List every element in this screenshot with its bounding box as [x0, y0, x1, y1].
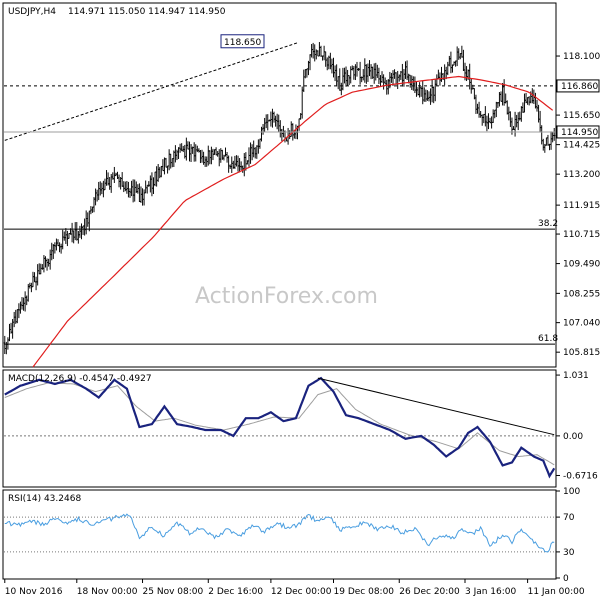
rsi-header: RSI(14) 43.2468 — [8, 494, 81, 504]
trendline — [4, 42, 298, 141]
rsi-tick-label: 30 — [563, 548, 575, 558]
price-tick-label: 108.255 — [563, 289, 600, 299]
price-tick-label: 114.425 — [563, 141, 600, 151]
rsi-tick-label: 100 — [563, 487, 580, 497]
price-trendline — [4, 42, 298, 141]
level-value-label: 116.860 — [561, 82, 598, 92]
candles — [3, 42, 556, 355]
price-tick-label: 113.200 — [563, 170, 600, 180]
time-tick-label: 11 Jan 00:00 — [528, 587, 585, 597]
level-label: 61.8 — [538, 334, 558, 344]
level-label: 38.2 — [538, 219, 558, 229]
time-tick-label: 12 Dec 00:00 — [271, 587, 332, 597]
price-tick-label: 115.650 — [563, 111, 600, 121]
time-tick-label: 2 Dec 16:00 — [208, 587, 263, 597]
macd-panel-frame — [2, 369, 557, 488]
rsi-tick-label: 70 — [563, 513, 575, 523]
rsi-line — [4, 513, 555, 553]
time-tick-label: 3 Jan 16:00 — [465, 587, 517, 597]
level-label-box — [556, 79, 600, 93]
high-label: 118.650 — [224, 38, 261, 48]
rsi-axis: 100 70 30 0 — [556, 487, 580, 584]
macd-tick-label: 1.031 — [563, 371, 589, 381]
high-label-box — [220, 34, 265, 49]
chart-header-symbol: USDJPY,H4 — [8, 7, 56, 17]
price-tick-label: 107.040 — [563, 319, 600, 329]
macd-lines — [4, 376, 556, 479]
watermark: ActionForex.com — [195, 284, 378, 309]
macd-trendline — [317, 377, 555, 436]
price-tick-label: 105.815 — [563, 348, 600, 358]
fib-levels: 38.2 61.8 — [4, 85, 558, 345]
price-tick-label: 109.490 — [563, 260, 600, 270]
macd-tick-label: -0.6716 — [563, 471, 598, 481]
chart-header-ohlc: 114.971 115.050 114.947 114.950 — [68, 7, 226, 17]
macd-header: MACD(12,26,9) -0.4547 -0.4927 — [8, 374, 152, 384]
price-highlight-labels: 118.650 116.860 114.950 — [4, 34, 600, 139]
macd-axis: 1.031 0.00 -0.6716 — [556, 371, 598, 481]
rsi-main-line — [4, 513, 555, 553]
price-panel-frame — [2, 2, 557, 368]
price-axis: 118.100116.865115.650114.425113.200111.9… — [556, 52, 600, 358]
time-tick-label: 10 Nov 2016 — [5, 587, 63, 597]
rsi-panel-frame — [2, 489, 557, 580]
macd-tick-label: 0.00 — [563, 432, 583, 442]
price-tick-label: 111.915 — [563, 201, 600, 211]
time-tick-label: 25 Nov 08:00 — [143, 587, 204, 597]
time-tick-label: 26 Dec 20:00 — [399, 587, 460, 597]
price-tick-label: 118.100 — [563, 52, 600, 62]
macd-main-line — [4, 376, 556, 479]
price-tick-label: 110.715 — [563, 230, 600, 240]
current-price-label: 114.950 — [561, 128, 598, 138]
rsi-tick-label: 0 — [563, 574, 569, 584]
current-price-box — [556, 125, 600, 139]
time-tick-label: 18 Nov 00:00 — [77, 587, 138, 597]
time-axis: 10 Nov 2016 18 Nov 00:00 25 Nov 08:00 2 Dec… — [4, 579, 585, 597]
time-tick-label: 19 Dec 08:00 — [334, 587, 395, 597]
